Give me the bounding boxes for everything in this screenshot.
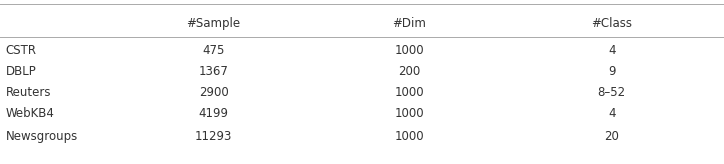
Text: 1000: 1000 — [395, 43, 424, 57]
Text: Newsgroups: Newsgroups — [6, 130, 78, 144]
Text: 2900: 2900 — [198, 86, 229, 99]
Text: 200: 200 — [398, 65, 420, 78]
Text: 1367: 1367 — [198, 65, 229, 78]
Text: 1000: 1000 — [395, 130, 424, 144]
Text: 20: 20 — [605, 130, 619, 144]
Text: DBLP: DBLP — [6, 65, 36, 78]
Text: 475: 475 — [203, 43, 224, 57]
Text: 11293: 11293 — [195, 130, 232, 144]
Text: 8–52: 8–52 — [598, 86, 626, 99]
Text: 4: 4 — [608, 43, 615, 57]
Text: WebKB4: WebKB4 — [6, 107, 55, 121]
Text: 4199: 4199 — [198, 107, 229, 121]
Text: 1000: 1000 — [395, 107, 424, 121]
Text: #Class: #Class — [592, 17, 632, 30]
Text: #Sample: #Sample — [187, 17, 240, 30]
Text: Reuters: Reuters — [6, 86, 51, 99]
Text: 4: 4 — [608, 107, 615, 121]
Text: 9: 9 — [608, 65, 615, 78]
Text: #Dim: #Dim — [392, 17, 426, 30]
Text: 1000: 1000 — [395, 86, 424, 99]
Text: CSTR: CSTR — [6, 43, 37, 57]
